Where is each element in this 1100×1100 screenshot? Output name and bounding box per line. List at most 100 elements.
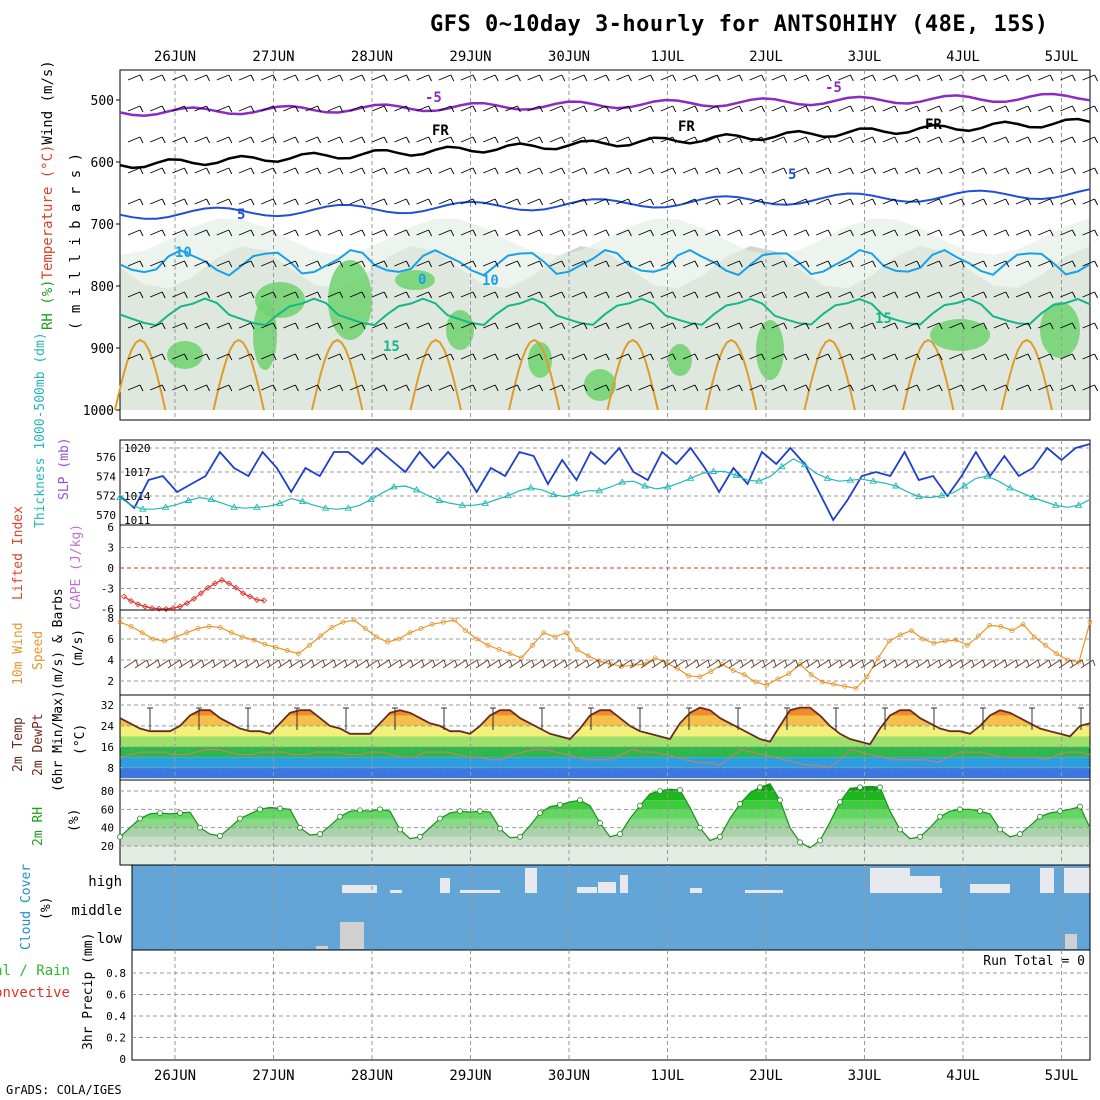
- wind-barb-tick: [317, 74, 322, 82]
- wind-barb-tick: [183, 167, 188, 175]
- wind-barb: [460, 384, 474, 391]
- rh-point: [1037, 813, 1043, 820]
- wind-speed-point: [284, 648, 290, 653]
- wind-barb: [527, 198, 540, 205]
- wind-barb-tick: [783, 384, 788, 392]
- contour-plus5: [119, 188, 1091, 220]
- wind-barb-tick: [694, 105, 699, 113]
- wind-barb-tick: [716, 384, 721, 392]
- wind-barb: [372, 322, 385, 329]
- wind-barb-10m-tick: [223, 659, 227, 667]
- wind-barb: [460, 198, 474, 205]
- wind-barb-10m-tick: [520, 659, 524, 667]
- wind-speed-point: [139, 630, 145, 636]
- wind-barb: [1038, 229, 1051, 236]
- wind-barb-10m-tick: [1081, 659, 1085, 667]
- contour-warm: [311, 338, 364, 411]
- wind-barb-tick: [627, 198, 632, 206]
- wind-barb: [638, 291, 651, 298]
- wind-barb-10m-tick: [630, 659, 634, 667]
- wind-barb-tick: [450, 322, 455, 330]
- wind-barb: [838, 229, 851, 236]
- wind-barb-tick: [339, 229, 344, 237]
- li-tick-label: 0: [107, 562, 114, 575]
- wind-barb: [216, 167, 229, 174]
- wind-barb-10m-tick: [641, 659, 645, 667]
- wind-barb-tick: [206, 353, 211, 361]
- wind-barb: [860, 322, 873, 329]
- wind-barb: [927, 167, 940, 174]
- wind-barb-tick: [650, 74, 655, 82]
- thickness-tick-label: 572: [96, 490, 116, 503]
- wind-barb: [327, 322, 340, 329]
- wind-barb-tick: [405, 74, 410, 82]
- wind-barb: [882, 291, 895, 298]
- wind-barb-tick: [139, 260, 144, 268]
- rh-point: [277, 805, 283, 812]
- wind-barb-10m-tick: [1070, 659, 1074, 667]
- wind-barb: [860, 384, 873, 391]
- wind-barb: [1082, 167, 1095, 174]
- wind-barb-10m-tick: [1015, 659, 1019, 667]
- wind-barb: [705, 322, 718, 329]
- wind-barb-10m-tick: [784, 659, 788, 667]
- wind-barb-tick: [916, 353, 921, 361]
- date-label-top: 1JUL: [651, 49, 685, 65]
- wind-barb-tick: [805, 322, 810, 330]
- wind-barb-10m-tick: [1092, 659, 1096, 667]
- wind-barb-10m: [387, 659, 401, 669]
- wind-barb-tick: [516, 74, 521, 82]
- wind-barb: [1082, 74, 1095, 81]
- wind-barb-tick: [272, 167, 277, 175]
- wind-barb-tick: [1027, 353, 1032, 361]
- low-cloud-block: [316, 946, 328, 949]
- wind-barb: [616, 291, 629, 298]
- wind-barb: [705, 74, 718, 81]
- wind-barb: [349, 291, 363, 298]
- date-label-bottom: 27JUN: [252, 1068, 294, 1084]
- wind-barb-10m: [200, 659, 214, 669]
- wind-barb-tick: [228, 136, 233, 144]
- wind-barb: [349, 167, 363, 174]
- wind-barb-tick: [383, 229, 388, 237]
- wind-barb-10m-tick: [718, 659, 722, 667]
- wind-barb-tick: [1094, 322, 1099, 330]
- wind-barb-tick: [694, 291, 699, 299]
- date-label-bottom: 26JUN: [154, 1068, 196, 1084]
- wind-barb-tick: [650, 291, 655, 299]
- wind-barb: [327, 105, 340, 112]
- wind-barb-10m: [871, 659, 885, 669]
- wind-barb: [549, 229, 562, 236]
- wind-barb: [816, 322, 829, 329]
- wind-barb: [727, 291, 740, 298]
- wind-barb-tick: [960, 322, 965, 330]
- wind-barb-tick: [716, 291, 721, 299]
- wind-barb-tick: [1049, 198, 1054, 206]
- high-cloud-block: [460, 890, 500, 893]
- temp-bands: [120, 707, 1090, 779]
- wind-barb: [1038, 322, 1051, 329]
- thickness-point: [572, 489, 581, 497]
- wind-barb: [860, 260, 873, 267]
- wind-barb-tick: [428, 198, 433, 206]
- rh-band: [120, 791, 1090, 801]
- wind-barb-tick: [383, 322, 388, 330]
- wind-barb: [305, 167, 318, 174]
- high-cloud-block: [620, 875, 628, 893]
- contour-label: 15: [383, 339, 400, 355]
- run-total: Run Total = 0: [983, 954, 1085, 969]
- wind-speed-point: [708, 669, 714, 674]
- wind-barb-10m-tick: [905, 659, 909, 667]
- date-label-bottom: 28JUN: [351, 1068, 393, 1084]
- wind-barb: [993, 291, 1006, 298]
- wind-barb-tick: [206, 229, 211, 237]
- wind-barb: [638, 74, 651, 81]
- wind-barb: [1082, 136, 1095, 143]
- wind-barb-tick: [250, 229, 255, 237]
- wind-barb-tick: [605, 353, 610, 361]
- rh-point: [357, 807, 363, 814]
- wind-barb: [660, 74, 673, 81]
- wind-speed-point: [496, 647, 502, 652]
- wind-barb: [727, 198, 740, 205]
- contour-label: -5: [425, 90, 442, 106]
